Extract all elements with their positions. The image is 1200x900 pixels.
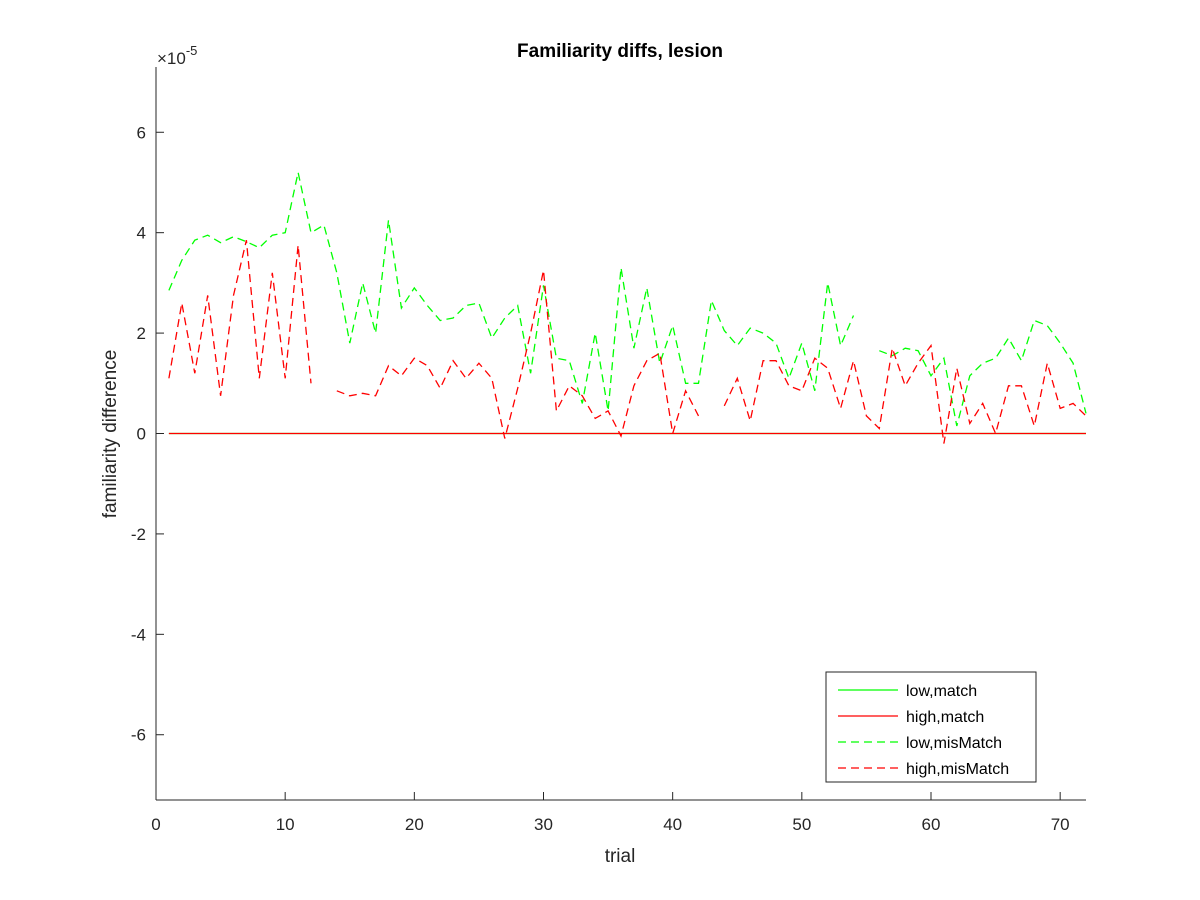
y-exponent-base: ×10 <box>157 49 186 68</box>
chart-title: Familiarity diffs, lesion <box>517 41 723 62</box>
x-tick-label: 30 <box>534 815 553 834</box>
x-axis-label: trial <box>605 846 636 867</box>
y-ticks: -6 -4 -2 0 2 4 6 <box>131 123 164 745</box>
y-exponent-power: -5 <box>186 43 198 58</box>
svg-text:×10-5: ×10-5 <box>157 43 197 68</box>
y-tick-label: 0 <box>137 425 146 444</box>
y-tick-label: -6 <box>131 726 146 745</box>
x-tick-label: 50 <box>792 815 811 834</box>
legend-entry-label: high,misMatch <box>906 761 1009 778</box>
x-tick-label: 20 <box>405 815 424 834</box>
x-tick-label: 0 <box>151 815 160 834</box>
y-tick-label: -4 <box>131 625 146 644</box>
legend-entry-label: high,match <box>906 709 984 726</box>
plot-area: 0 10 20 30 40 50 60 70 -6 -4 -2 0 2 4 6 <box>131 67 1087 834</box>
y-axis-label: familiarity difference <box>100 350 121 519</box>
y-tick-label: 6 <box>137 123 146 142</box>
x-tick-label: 10 <box>276 815 295 834</box>
y-exponent-label: ×10-5 <box>157 43 197 68</box>
x-tick-label: 40 <box>663 815 682 834</box>
legend-entry-label: low,misMatch <box>906 735 1002 752</box>
series-line-high-mismatch <box>168 240 1087 444</box>
y-tick-label: 2 <box>137 324 146 343</box>
legend-items: low,match high,match low,misMatch high,misM… <box>838 683 1009 778</box>
x-tick-label: 60 <box>922 815 941 834</box>
series-layer <box>168 172 1087 444</box>
x-ticks: 0 10 20 30 40 50 60 70 <box>151 792 1070 834</box>
legend-entry-label: low,match <box>906 683 977 700</box>
series-line-low-mismatch <box>168 172 1087 427</box>
legend: low,match high,match low,misMatch high,misM… <box>825 671 1037 783</box>
y-tick-label: 4 <box>137 224 146 243</box>
x-tick-label: 70 <box>1051 815 1070 834</box>
y-tick-label: -2 <box>131 525 146 544</box>
